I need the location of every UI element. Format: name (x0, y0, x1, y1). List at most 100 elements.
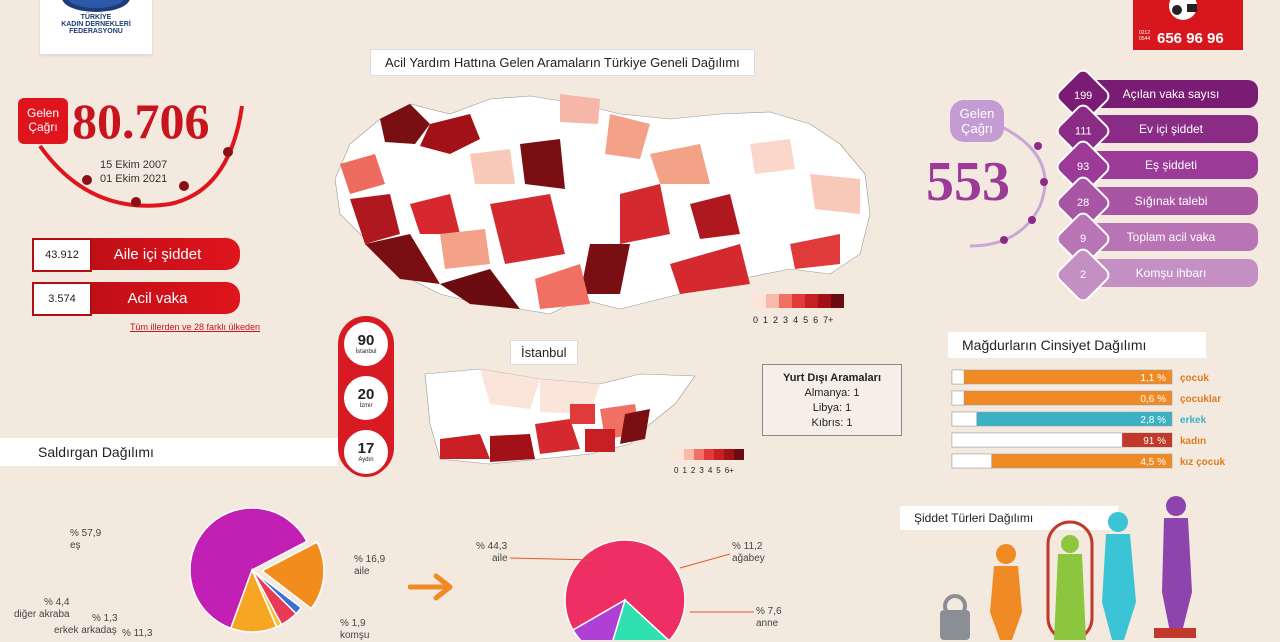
left-counter-date2: 01 Ekim 2021 (100, 173, 168, 185)
pie1-label-es: % 57,9 eş (70, 528, 101, 552)
istanbul-choropleth-map (424, 368, 696, 465)
gender-bar (951, 453, 992, 469)
gender-value-label: 1,1 % (1140, 373, 1166, 384)
woman-figure-purple-icon (1154, 496, 1196, 638)
right-stat-label: Toplam acil vaka (1126, 230, 1216, 244)
stat-emergency-label: Acil vaka (127, 289, 188, 307)
pie-label-pct: % 7,6 (756, 606, 782, 617)
gender-bar-chart: 1,1 % çocuk 0,6 % çocuklar 2,8 % erkek 91 % kad… (951, 369, 1225, 469)
gender-title: Mağdurların Cinsiyet Dağılımı (948, 332, 1206, 358)
right-stat-label: Sığınak talebi (1134, 194, 1208, 208)
gender-category-label: kadın (1180, 436, 1206, 447)
istanbul-legend-label: 1 (682, 466, 687, 475)
gender-bar (951, 411, 977, 427)
pie-label-pct: % 11,3 (122, 628, 153, 639)
pie-label-pct: % 57,9 (70, 528, 102, 539)
right-counter-label-line2: Çağrı (961, 121, 993, 136)
city-count: 90 (357, 331, 375, 349)
istanbul-legend-label: 5 (716, 466, 721, 475)
stat-family-violence-label: Aile içi şiddet (113, 245, 202, 263)
city-name: İstanbul (355, 348, 377, 355)
gender-bar (951, 432, 1123, 448)
hotline-banner: 0212 0544 656 96 96 (1133, 0, 1243, 50)
istanbul-legend-labels: 0 1 2 3 4 5 6+ (674, 466, 748, 475)
pie-label-pct: % 11,2 (732, 541, 763, 552)
city-aydin: 17 Aydın (341, 427, 391, 477)
pie2-label-anne: % 7,6 anne (756, 606, 782, 630)
top-cities-column: 90 İstanbul 20 İzmir 17 Aydın (338, 316, 394, 477)
pie-label-pct: % 16,9 (354, 554, 386, 565)
pie-label-name: erkek arkadaş (54, 625, 117, 636)
pie-label-pct: % 44,3 (476, 541, 508, 552)
arc-dot (1040, 178, 1048, 186)
gender-bar (951, 369, 965, 385)
map-legend-label: 2 (773, 315, 779, 325)
map-legend-label: 7+ (823, 315, 834, 325)
pie-label-name: eş (70, 540, 81, 551)
right-stat-row: Sığınak talebi (1084, 187, 1258, 215)
gender-category-label: kız çocuk (1180, 457, 1225, 468)
pie1-label-aile: % 16,9 aile (354, 554, 385, 578)
turkey-choropleth-map (334, 94, 871, 315)
right-stat-num: 2 (1079, 269, 1087, 281)
left-counter-arc (38, 105, 244, 208)
city-izmir: 20 İzmir (341, 373, 391, 423)
right-stat-row: Açılan vaka sayısı (1084, 80, 1258, 108)
mirror-icon (1046, 520, 1094, 640)
right-counter-label: Gelen Çağrı (950, 100, 1004, 142)
stat-family-violence-num: 43.912 (32, 238, 92, 272)
abroad-line: Kıbrıs: 1 (811, 417, 853, 429)
city-istanbul: 90 İstanbul (341, 319, 391, 369)
map-legend-label: 0 (753, 315, 759, 325)
abroad-calls-box: Yurt Dışı Aramaları Almanya: 1 Libya: 1 … (762, 364, 902, 436)
abroad-line: Almanya: 1 (804, 387, 860, 399)
map-legend-labels: 0 1 2 3 4 5 6 7+ (753, 315, 857, 325)
logo-line3: FEDERASYONU (69, 28, 123, 35)
right-stat-label: Komşu ihbarı (1135, 266, 1207, 280)
right-stat-num: 28 (1076, 197, 1090, 209)
gender-bar-bg (951, 369, 1173, 385)
left-counter-date1: 15 Ekim 2007 (100, 159, 168, 171)
gender-bar (951, 390, 965, 406)
arc-dot (131, 197, 141, 207)
pie1-label-komsu: % 1,9 komşu (340, 618, 369, 642)
pie2-leader-lines (509, 553, 754, 613)
right-stat-row: Eş şiddeti (1084, 151, 1258, 179)
left-counter-label-line2: Çağrı (28, 120, 58, 134)
gender-value-label: 2,8 % (1140, 415, 1166, 426)
right-stat-badge: 2 (1053, 245, 1113, 305)
gender-value-label: 0,6 % (1140, 394, 1166, 405)
map-legend: 0 1 2 3 4 5 6 7+ (753, 294, 857, 325)
abroad-title: Yurt Dışı Aramaları (782, 372, 882, 384)
aggressor-pie-chart (189, 507, 325, 633)
map-legend-label: 5 (803, 315, 809, 325)
arc-dot (179, 181, 189, 191)
pie-slice (189, 507, 308, 630)
logo-line1: TÜRKİYE (80, 14, 112, 21)
right-stat-label: Ev içi şiddet (1138, 122, 1204, 136)
phone-icon (1169, 0, 1197, 20)
woman-figure-teal-icon (1102, 512, 1136, 640)
map-legend-swatches (753, 294, 844, 308)
stat-emergency-num: 3.574 (32, 282, 92, 316)
right-counter-arc (969, 124, 1048, 248)
right-stat-num: 93 (1076, 161, 1090, 173)
arc-dot (1000, 236, 1008, 244)
istanbul-title: İstanbul (510, 340, 578, 365)
pie-slice (564, 539, 686, 640)
right-stat-label: Açılan vaka sayısı (1122, 87, 1220, 101)
left-counter-label: Gelen Çağrı (18, 98, 68, 144)
pie2-label-agabey: % 11,2 ağabey (732, 541, 765, 565)
map-legend-label: 1 (763, 315, 769, 325)
pie1-label-other: % 11,3 (122, 628, 152, 640)
hotline-prefix: 0212 0544 (1139, 30, 1151, 42)
pie-label-name: diğer akraba (14, 609, 70, 620)
right-stat-num: 199 (1073, 89, 1093, 102)
arc-dot (223, 147, 233, 157)
city-name: Aydın (358, 456, 374, 463)
city-count: 17 (357, 439, 375, 457)
gender-category-label: çocuk (1180, 373, 1209, 384)
right-stat-row: Komşu ihbarı (1084, 259, 1258, 287)
istanbul-legend-label: 3 (699, 466, 704, 475)
violence-figures (940, 496, 1196, 640)
